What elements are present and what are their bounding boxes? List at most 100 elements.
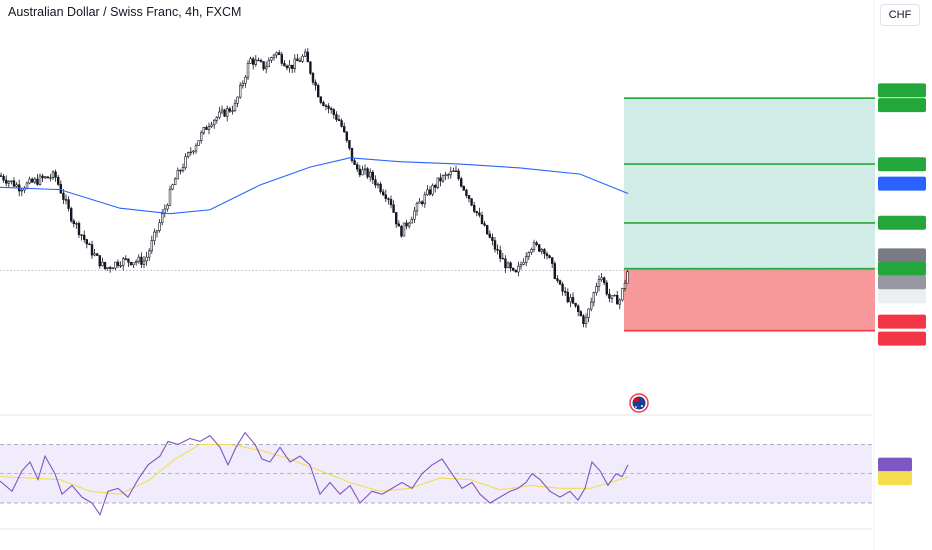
au-flag-icon[interactable] (629, 393, 649, 413)
candle-body (88, 243, 91, 246)
candle-body (553, 263, 557, 279)
candle-body (233, 102, 237, 112)
candle-body (563, 290, 567, 293)
candle-body (488, 233, 491, 238)
candle-body (480, 214, 484, 225)
candle-body (174, 178, 177, 186)
candle-body (309, 61, 312, 74)
profit-zone[interactable] (624, 98, 875, 269)
candle-body (0, 175, 3, 177)
candle-body (558, 280, 562, 285)
candle-body (239, 85, 242, 98)
candle-body (72, 220, 76, 224)
candle-body (283, 63, 286, 67)
loss-zone[interactable] (624, 268, 875, 331)
candle-body (306, 51, 309, 63)
candle-body (257, 59, 260, 62)
candle-body (618, 299, 622, 305)
candle-body (595, 286, 598, 294)
candle-body (576, 305, 580, 312)
candle-body (472, 204, 476, 212)
candle-body (2, 176, 5, 181)
candle-body (509, 262, 512, 269)
candle-body (355, 164, 359, 170)
candle-body (587, 308, 590, 318)
candle-body (127, 258, 130, 263)
candles[interactable] (0, 48, 629, 328)
candle-body (275, 52, 278, 56)
candle-body (142, 260, 146, 265)
candle-body (181, 167, 185, 172)
candle-body (389, 199, 393, 206)
candle-body (392, 204, 395, 213)
candle-body (51, 171, 55, 178)
candle-body (171, 184, 174, 190)
candle-body (511, 267, 515, 271)
candle-body (67, 199, 70, 209)
candle-body (574, 302, 577, 307)
candle-body (285, 65, 289, 69)
candle-body (524, 256, 528, 263)
candle-body (252, 58, 255, 65)
candle-body (405, 222, 408, 227)
candle-body (514, 269, 518, 273)
price-badge-entry (878, 248, 926, 263)
candle-body (571, 297, 575, 304)
candle-body (205, 127, 208, 130)
candle-body (498, 250, 502, 259)
candle-body (103, 261, 107, 270)
candle-body (223, 109, 226, 117)
price-axis[interactable] (878, 83, 926, 486)
candle-body (465, 189, 468, 196)
price-badge-stop (878, 331, 926, 346)
candle-body (527, 252, 531, 257)
currency-button[interactable]: CHF (880, 4, 920, 26)
price-badge-ma (878, 176, 926, 191)
candle-body (608, 293, 611, 299)
candle-body (10, 180, 13, 182)
candle-body (384, 194, 387, 199)
candle-body (296, 58, 299, 62)
candle-body (259, 60, 263, 62)
candle-body (166, 205, 169, 210)
candle-body (410, 218, 413, 224)
candle-body (501, 257, 504, 260)
rsi-pane[interactable] (0, 431, 872, 516)
candle-body (135, 261, 138, 264)
candle-body (423, 194, 426, 204)
candle-body (402, 222, 406, 237)
price-pane[interactable] (0, 0, 875, 550)
candle-body (176, 169, 179, 180)
candle-body (329, 108, 333, 110)
candle-body (140, 256, 143, 265)
candle-body (70, 208, 73, 222)
candle-body (220, 109, 224, 113)
candle-body (215, 116, 218, 121)
candle-body (459, 178, 463, 187)
candle-body (43, 176, 47, 179)
candle-body (441, 175, 445, 182)
candle-body (374, 179, 377, 186)
rsi-line (0, 431, 629, 516)
candle-body (314, 82, 317, 86)
candle-body (522, 262, 525, 265)
candle-body (33, 178, 37, 183)
candle-body (493, 240, 497, 250)
candle-body (556, 278, 559, 281)
candle-body (548, 255, 551, 258)
candle-body (137, 256, 140, 262)
candle-body (342, 126, 346, 133)
candle-body (277, 52, 281, 55)
candle-body (462, 185, 465, 191)
candle-body (56, 176, 60, 185)
candle-body (290, 64, 294, 69)
candle-body (400, 225, 403, 237)
candle-body (454, 170, 458, 172)
candle-body (337, 119, 341, 121)
price-badge-target (878, 157, 926, 172)
candle-body (361, 169, 364, 176)
candle-body (327, 105, 330, 109)
candle-body (322, 102, 325, 107)
candle-body (124, 258, 128, 260)
